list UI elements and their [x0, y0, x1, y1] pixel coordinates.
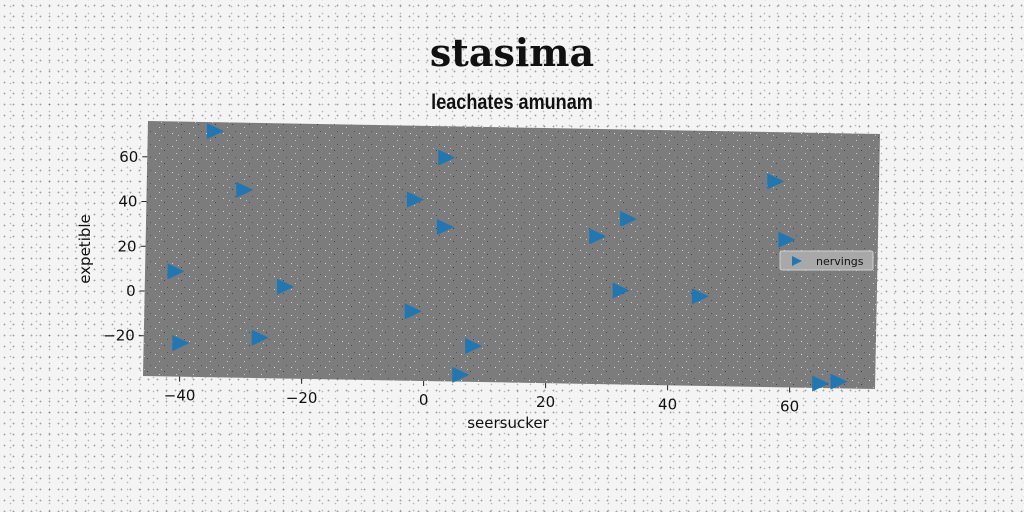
scatter-point — [620, 211, 638, 228]
x-tick-label: 60 — [780, 397, 799, 415]
x-tick-label: 20 — [536, 393, 555, 411]
scatter-point — [172, 335, 190, 352]
scatter-point — [830, 373, 848, 390]
scatter-point — [438, 149, 456, 166]
x-axis-label: seersucker — [467, 414, 549, 432]
y-tick-label: 0 — [126, 282, 136, 300]
legend-label: nervings — [816, 255, 864, 268]
scatter-point — [236, 181, 254, 198]
scatter-point — [465, 338, 483, 355]
scatter-point — [206, 123, 224, 140]
x-tick-label: −20 — [286, 389, 318, 407]
y-tick-label: 40 — [118, 193, 137, 211]
chart-title: leachates amunam — [431, 91, 593, 114]
scatter-point — [436, 218, 454, 235]
legend: nervings — [779, 250, 874, 271]
axis-ticks: −40 −20 0 20 40 60 −20 0 20 40 60 — [103, 148, 799, 416]
scatter-point — [406, 191, 424, 208]
scatter-point — [452, 366, 470, 383]
plot-texture — [143, 121, 880, 389]
scatter-point — [767, 173, 785, 190]
scatter-point — [691, 288, 709, 305]
y-axis-label: expetible — [76, 214, 94, 284]
scatter-point — [277, 278, 295, 295]
figure-title: stasima — [429, 30, 595, 75]
legend-marker — [792, 256, 802, 266]
scatter-point — [812, 375, 830, 392]
data-points — [167, 123, 848, 392]
plot-area — [143, 121, 880, 389]
x-tick-label: 0 — [419, 391, 429, 409]
x-tick-label: −40 — [164, 387, 196, 405]
y-tick-label: −20 — [103, 327, 135, 345]
y-tick-label: 20 — [117, 237, 136, 255]
scatter-point — [167, 263, 185, 280]
legend-box — [779, 250, 874, 271]
scatter-point — [251, 329, 269, 346]
x-tick-label: 40 — [658, 395, 677, 413]
y-tick-label: 60 — [119, 148, 138, 166]
scatter-point — [404, 303, 422, 320]
scatter-point — [589, 228, 607, 245]
scatter-point — [778, 231, 796, 248]
scatter-point — [612, 282, 630, 299]
